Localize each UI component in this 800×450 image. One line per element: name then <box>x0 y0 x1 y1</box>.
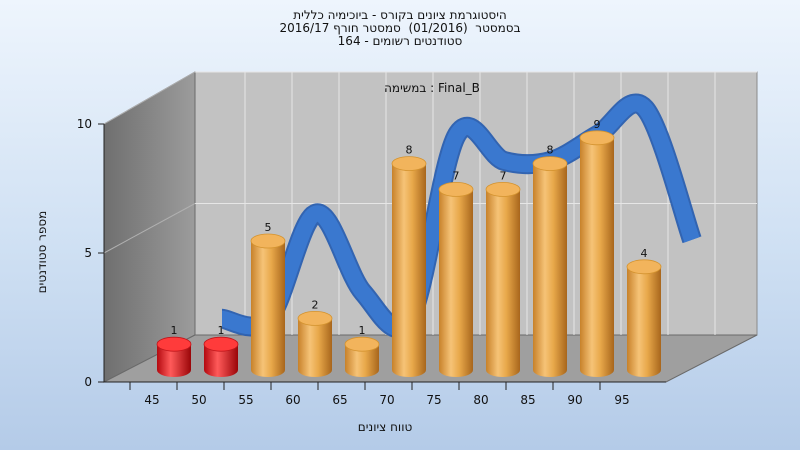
data-label: 7 <box>500 169 507 182</box>
data-labels: 1 1 5 2 1 8 7 7 8 9 4 <box>171 118 648 337</box>
bar-top <box>626 259 662 275</box>
bar-top <box>485 181 521 197</box>
bar-body <box>533 163 567 377</box>
bar-top <box>156 336 192 352</box>
bar-45 <box>156 336 192 377</box>
x-tick-label: 90 <box>567 393 582 407</box>
gridlines <box>103 71 757 335</box>
bar-top <box>391 156 427 172</box>
bar-top <box>438 181 474 197</box>
bar-65 <box>344 336 380 377</box>
data-label: 9 <box>594 118 601 131</box>
x-tick-label: 50 <box>191 393 206 407</box>
x-tick-label: 60 <box>285 393 300 407</box>
bar-85 <box>532 156 568 377</box>
bar-50 <box>203 336 239 377</box>
bar-body <box>392 163 426 377</box>
left-wall <box>103 71 196 383</box>
bar-body <box>439 189 473 377</box>
data-label: 1 <box>218 324 225 337</box>
y-tick-label: 5 <box>84 246 92 260</box>
bar-75 <box>438 181 474 377</box>
x-tick-label: 65 <box>332 393 347 407</box>
y-tick-label: 10 <box>77 117 92 131</box>
bar-body <box>204 344 238 377</box>
x-tick-label: 80 <box>473 393 488 407</box>
data-label: 7 <box>453 169 460 182</box>
bar-90 <box>579 130 615 377</box>
data-label: 8 <box>406 144 413 157</box>
bar-70 <box>391 156 427 377</box>
bars <box>156 130 662 377</box>
bar-60 <box>297 310 333 377</box>
x-tick-label: 85 <box>520 393 535 407</box>
bar-95 <box>626 259 662 377</box>
bar-body <box>345 344 379 377</box>
bar-body <box>251 241 285 377</box>
data-label: 1 <box>171 324 178 337</box>
x-tick-label: 95 <box>614 393 629 407</box>
bar-top <box>532 156 568 172</box>
data-label: 1 <box>359 324 366 337</box>
bar-body <box>157 344 191 377</box>
bar-top <box>297 310 333 326</box>
bar-top <box>579 130 615 146</box>
data-label: 8 <box>547 144 554 157</box>
gridline-left-wall <box>103 203 196 254</box>
x-tick-label: 75 <box>426 393 441 407</box>
x-tick-label: 45 <box>144 393 159 407</box>
x-axis-title: טווח ציונים <box>358 420 413 434</box>
x-tick-label: 55 <box>238 393 253 407</box>
bar-80 <box>485 181 521 377</box>
chart-title-line-3: סטודנטים רשומים - 164 <box>337 34 463 48</box>
trend-band <box>220 95 700 336</box>
chart-title-line-1: היסטוגרמת ציונים בקורס - ביוכימיה כללית <box>293 8 507 22</box>
bar-body <box>486 189 520 377</box>
bar-55 <box>250 233 286 377</box>
trend-layer <box>220 93 702 338</box>
gridline-left-wall <box>103 71 196 125</box>
data-label: 4 <box>641 247 648 260</box>
bar-top <box>203 336 239 352</box>
chart-subtitle: במשימה : Final_B <box>384 81 480 95</box>
chart-title-line-2: בסמסטר (01/2016) סמסטר חורף 2016/17 <box>279 21 521 35</box>
data-label: 2 <box>312 298 319 311</box>
x-tick-label: 70 <box>379 393 394 407</box>
bar-top <box>250 233 286 249</box>
data-label: 5 <box>265 221 272 234</box>
chart-title: היסטוגרמת ציונים בקורס - ביוכימיה כללית … <box>0 9 800 48</box>
bar-body <box>298 318 332 377</box>
y-tick-label: 0 <box>84 375 92 389</box>
bar-body <box>627 266 661 377</box>
y-axis-title: מספר סטודנטים <box>35 211 49 294</box>
bar-body <box>580 137 614 377</box>
bar-top <box>344 336 380 352</box>
